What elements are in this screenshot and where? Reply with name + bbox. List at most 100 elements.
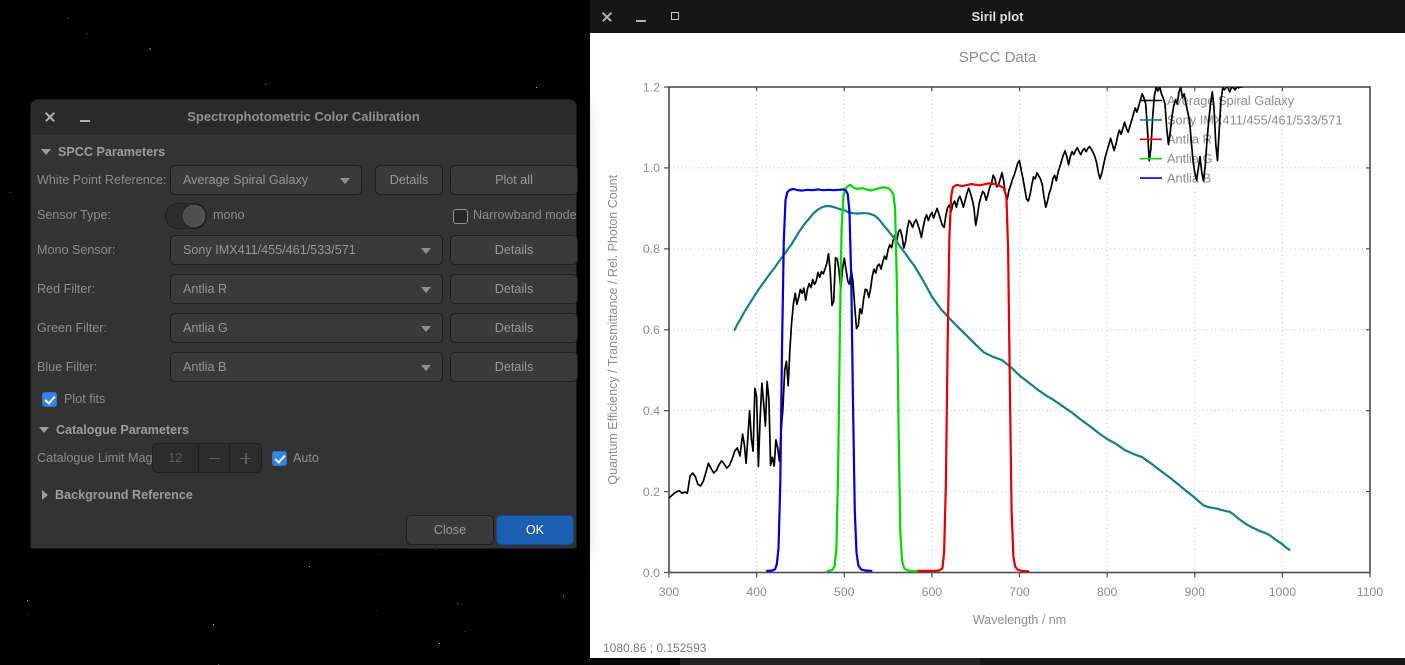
cursor-coordinates-status: 1080.86 ; 0.152593 (603, 641, 707, 655)
axis-ticks (664, 86, 1371, 578)
chevron-down-icon (421, 248, 431, 254)
expander-catalogue-parameters[interactable]: Catalogue Parameters (39, 422, 189, 438)
green-filter-details-button[interactable]: Details (450, 313, 578, 343)
legend-label: Sony IMX411/455/461/533/571 (1167, 112, 1343, 127)
green-filter-dropdown[interactable]: Antlia G (170, 313, 443, 343)
plot-titlebar: Siril plot (590, 0, 1405, 33)
x-axis-label: Wavelength / nm (973, 613, 1066, 627)
chevron-down-icon (421, 365, 431, 371)
expander-label: SPCC Parameters (58, 145, 166, 159)
green-filter-value: Antlia G (183, 321, 228, 335)
expander-spcc-parameters[interactable]: SPCC Parameters (41, 144, 165, 160)
plot-window-title: Siril plot (971, 9, 1024, 24)
svg-text:300: 300 (659, 585, 680, 599)
red-filter-value: Antlia R (183, 282, 228, 296)
svg-text:0.6: 0.6 (643, 323, 660, 337)
mono-sensor-label: Mono Sensor: (37, 243, 116, 257)
plot-fits-checkbox[interactable] (42, 392, 57, 407)
blue-filter-details-button[interactable]: Details (450, 352, 578, 382)
plot-all-button[interactable]: Plot all (450, 165, 578, 195)
red-filter-details-button[interactable]: Details (450, 274, 578, 304)
close-icon[interactable] (43, 109, 58, 124)
catalogue-limit-spinbutton[interactable]: 12 (152, 443, 262, 473)
y-axis-label: Quantum Efficiency / Transmittance / Rel… (606, 174, 620, 484)
auto-label: Auto (293, 451, 319, 465)
blue-filter-dropdown[interactable]: Antlia B (170, 352, 443, 382)
close-button[interactable]: Close (406, 515, 494, 545)
legend-label: Average Spiral Galaxy (1167, 93, 1295, 108)
svg-text:1.0: 1.0 (643, 161, 660, 175)
legend-label: Antlia R (1167, 132, 1212, 147)
white-point-dropdown[interactable]: Average Spiral Galaxy (170, 165, 362, 195)
series-curves (669, 87, 1291, 573)
sensor-type-label: Sensor Type: (37, 208, 111, 222)
ok-button[interactable]: OK (496, 515, 574, 545)
legend: Average Spiral Galaxy Sony IMX411/455/461… (1167, 93, 1343, 186)
legend-label: Antlia B (1167, 171, 1211, 186)
svg-text:600: 600 (922, 585, 943, 599)
expander-label: Background Reference (55, 488, 193, 502)
dialog-titlebar: Spectrophotometric Color Calibration (31, 100, 576, 134)
minus-icon[interactable] (197, 444, 230, 472)
white-point-value: Average Spiral Galaxy (183, 173, 309, 187)
sensor-type-toggle[interactable] (165, 203, 207, 229)
series-line (766, 187, 873, 573)
maximize-icon[interactable] (668, 9, 683, 24)
svg-text:0.2: 0.2 (643, 485, 660, 499)
series-line (826, 183, 919, 573)
series-line (669, 87, 1243, 499)
background-window-strip (980, 658, 1405, 665)
red-filter-dropdown[interactable]: Antlia R (170, 274, 443, 304)
narrowband-label: Narrowband mode (473, 208, 577, 222)
svg-text:0.4: 0.4 (643, 404, 660, 418)
mono-label: mono (213, 208, 245, 222)
mono-sensor-dropdown[interactable]: Sony IMX411/455/461/533/571 (170, 235, 443, 265)
expander-open-icon (41, 149, 51, 155)
narrowband-checkbox[interactable] (453, 209, 468, 224)
svg-text:700: 700 (1009, 585, 1030, 599)
svg-text:1100: 1100 (1357, 585, 1384, 599)
plot-fits-label: Plot fits (64, 392, 106, 406)
siril-plot-window: 300 400 500 600 700 800 900 1000 1100 0.0 0.2 0.4 0.… (590, 0, 1405, 658)
plus-icon[interactable] (229, 444, 261, 472)
close-icon[interactable] (600, 9, 615, 24)
svg-text:400: 400 (746, 585, 767, 599)
tick-labels: 300 400 500 600 700 800 900 1000 1100 0.0 0.2 0.4 0.… (643, 80, 1383, 599)
toggle-knob (183, 205, 205, 227)
mono-sensor-value: Sony IMX411/455/461/533/571 (183, 243, 356, 257)
expander-closed-icon (42, 490, 48, 500)
red-filter-label: Red Filter: (37, 282, 96, 296)
expander-label: Catalogue Parameters (56, 423, 189, 437)
expander-open-icon (39, 427, 49, 433)
minimize-icon[interactable] (634, 9, 649, 24)
spcc-dialog: Spectrophotometric Color Calibration SPC… (30, 99, 578, 549)
white-point-label: White Point Reference: (37, 173, 167, 187)
svg-text:800: 800 (1097, 585, 1118, 599)
minimize-icon[interactable] (78, 109, 93, 124)
mono-sensor-details-button[interactable]: Details (450, 235, 578, 265)
spcc-chart[interactable]: 300 400 500 600 700 800 900 1000 1100 0.0 0.2 0.4 0.… (590, 33, 1405, 658)
auto-checkbox[interactable] (272, 451, 287, 466)
svg-text:0.0: 0.0 (643, 566, 660, 580)
chart-title: SPCC Data (959, 49, 1037, 66)
svg-text:1000: 1000 (1269, 585, 1297, 599)
blue-filter-value: Antlia B (183, 360, 227, 374)
chevron-down-icon (421, 287, 431, 293)
series-line (733, 204, 1291, 551)
expander-background-reference[interactable]: Background Reference (42, 487, 193, 503)
background-window-strip (590, 658, 680, 665)
white-point-details-button[interactable]: Details (375, 165, 443, 195)
svg-text:900: 900 (1184, 585, 1205, 599)
background-window-strip (680, 658, 980, 665)
chevron-down-icon (340, 178, 350, 184)
svg-text:0.8: 0.8 (643, 242, 660, 256)
gridlines (669, 87, 1370, 573)
green-filter-label: Green Filter: (37, 321, 107, 335)
svg-text:1.2: 1.2 (643, 80, 660, 94)
svg-text:500: 500 (834, 585, 855, 599)
dialog-title: Spectrophotometric Color Calibration (187, 109, 420, 124)
catalogue-limit-value: 12 (168, 451, 183, 465)
series-line (915, 182, 1030, 573)
chevron-down-icon (421, 326, 431, 332)
